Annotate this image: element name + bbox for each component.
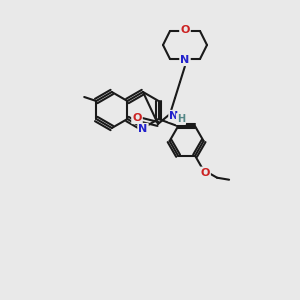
Text: O: O [180,25,190,35]
Text: N: N [180,55,190,65]
Text: N: N [138,124,148,134]
Text: H: H [177,114,185,124]
Text: N: N [169,111,178,121]
Text: O: O [132,113,142,123]
Text: O: O [200,168,210,178]
